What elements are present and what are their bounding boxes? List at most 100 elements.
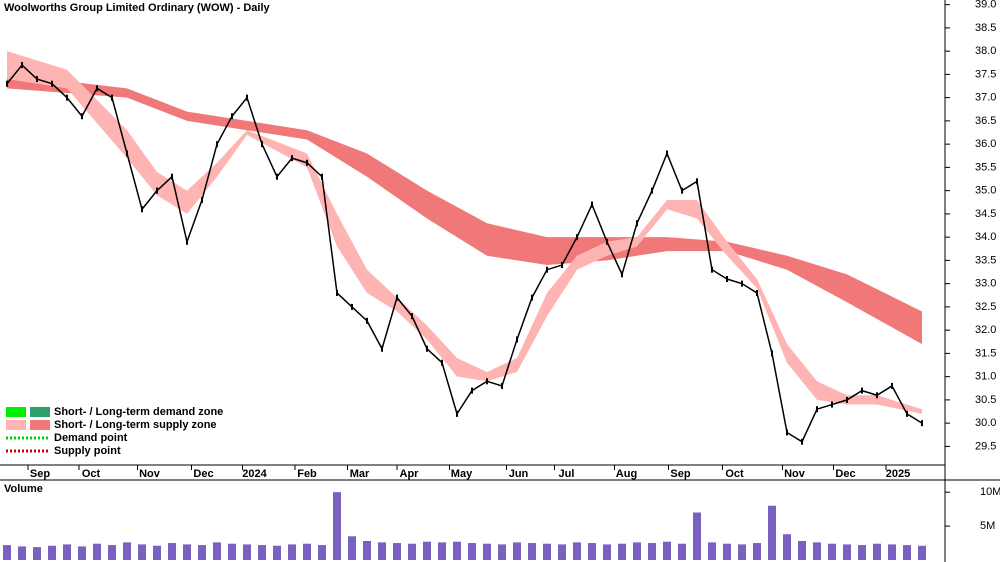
y-tick-label: 32.5	[975, 301, 996, 313]
legend-label: Supply point	[54, 445, 121, 457]
volume-bar	[468, 543, 477, 560]
y-tick-label: 35.5	[975, 161, 996, 173]
y-tick-label: 10M	[980, 486, 1000, 498]
volume-bar	[768, 505, 777, 560]
volume-bar	[123, 542, 132, 560]
y-tick-label: 38.0	[975, 45, 996, 57]
x-tick-label: 2025	[886, 468, 910, 480]
volume-bar	[873, 543, 881, 560]
y-tick-label: 36.0	[975, 138, 996, 150]
volume-bar	[813, 542, 822, 560]
x-tick-label: 2024	[242, 468, 267, 480]
volume-bar	[528, 543, 537, 560]
volume-bar	[693, 512, 702, 560]
legend-swatch	[30, 420, 50, 430]
volume-bar	[858, 545, 867, 560]
x-tick-label: Oct	[82, 468, 101, 480]
legend-label: Demand point	[54, 432, 128, 444]
volume-bar	[543, 543, 552, 560]
volume-bar	[798, 541, 807, 560]
x-tick-label: Apr	[400, 468, 420, 480]
x-tick-label: Jun	[509, 468, 529, 480]
y-tick-label: 5M	[980, 520, 995, 532]
volume-bar	[588, 543, 597, 560]
x-tick-label: Feb	[297, 468, 317, 480]
x-tick-label: Dec	[193, 468, 213, 480]
y-tick-label: 38.5	[975, 22, 996, 34]
volume-bar	[708, 542, 717, 560]
y-tick-label: 37.0	[975, 92, 996, 104]
legend-swatch	[6, 420, 26, 430]
volume-bar	[258, 545, 267, 560]
y-tick-label: 30.5	[975, 394, 996, 406]
y-tick-label: 34.5	[975, 208, 996, 220]
volume-bar	[138, 544, 147, 560]
volume-bar	[33, 547, 42, 560]
volume-bar	[288, 544, 297, 560]
volume-bar	[243, 544, 252, 560]
volume-bar	[513, 542, 522, 560]
x-tick-label: Oct	[725, 468, 744, 480]
volume-bar	[618, 543, 627, 560]
volume-bar	[393, 543, 402, 560]
volume-bar	[228, 543, 237, 560]
volume-bar	[303, 543, 312, 560]
volume-bar	[903, 545, 911, 560]
volume-bar	[603, 544, 612, 560]
volume-bar	[333, 492, 342, 560]
volume-bar	[168, 543, 177, 560]
y-tick-label: 30.0	[975, 417, 996, 429]
volume-bar	[573, 542, 582, 560]
volume-title: Volume	[4, 483, 43, 495]
volume-bar	[738, 544, 747, 560]
volume-bar	[108, 545, 117, 560]
volume-bar	[498, 544, 507, 560]
y-tick-label: 31.5	[975, 347, 996, 359]
volume-bar	[663, 541, 672, 560]
x-tick-label: Jul	[559, 468, 575, 480]
volume-bar	[18, 546, 27, 560]
y-tick-label: 39.0	[975, 0, 996, 11]
volume-bar	[558, 544, 567, 560]
y-tick-label: 31.0	[975, 371, 996, 383]
legend-label: Short- / Long-term demand zone	[54, 406, 223, 418]
x-tick-label: Nov	[784, 468, 806, 480]
volume-bar	[378, 542, 387, 560]
volume-bar	[93, 543, 102, 560]
volume-bar	[318, 545, 327, 560]
volume-bar	[63, 544, 72, 560]
price-line	[6, 64, 923, 443]
y-tick-label: 33.0	[975, 278, 996, 290]
volume-bar	[213, 542, 222, 560]
volume-bar	[363, 541, 372, 560]
x-tick-label: May	[451, 468, 473, 480]
volume-bar	[843, 544, 852, 560]
volume-bar	[423, 541, 432, 560]
y-tick-label: 33.5	[975, 254, 996, 266]
legend-swatch	[30, 407, 50, 417]
x-tick-label: Dec	[835, 468, 855, 480]
volume-bar	[723, 543, 732, 560]
volume-bar	[783, 534, 792, 560]
volume-bar	[48, 545, 57, 560]
y-tick-label: 36.5	[975, 115, 996, 127]
y-tick-label: 35.0	[975, 185, 996, 197]
volume-bar	[918, 545, 926, 560]
y-tick-label: 34.0	[975, 231, 996, 243]
y-tick-label: 37.5	[975, 68, 996, 80]
x-tick-label: Nov	[139, 468, 161, 480]
volume-bar	[753, 543, 762, 560]
volume-bar	[828, 543, 837, 560]
x-tick-label: Mar	[350, 468, 370, 480]
volume-bar	[408, 543, 417, 560]
volume-bar	[888, 544, 896, 560]
y-tick-label: 29.5	[975, 440, 996, 452]
volume-bar	[273, 545, 282, 560]
chart-title: Woolworths Group Limited Ordinary (WOW) …	[4, 2, 271, 14]
volume-bar	[198, 545, 207, 560]
volume-bar	[453, 541, 462, 560]
x-tick-label: Sep	[30, 468, 50, 480]
volume-bar	[78, 546, 87, 560]
